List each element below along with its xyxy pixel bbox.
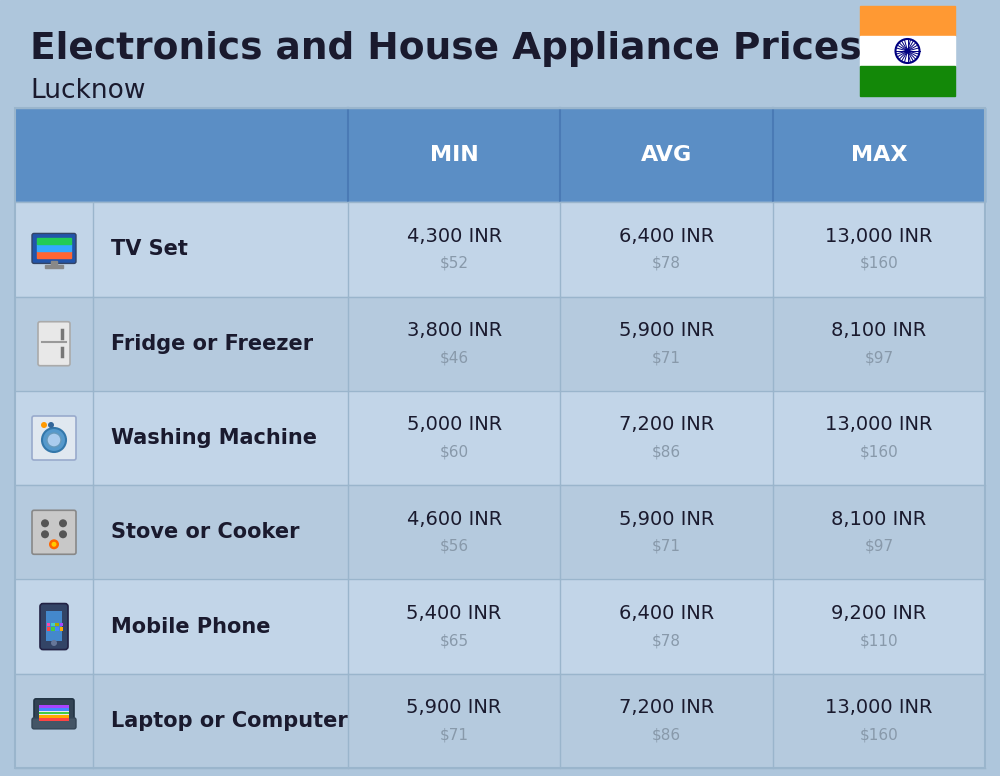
Text: Stove or Cooker: Stove or Cooker <box>111 522 300 542</box>
Bar <box>15 296 985 391</box>
Text: $160: $160 <box>859 727 898 743</box>
Circle shape <box>906 49 910 53</box>
Circle shape <box>59 519 67 527</box>
Text: $56: $56 <box>440 539 469 554</box>
Text: Fridge or Freezer: Fridge or Freezer <box>111 334 313 354</box>
Text: Washing Machine: Washing Machine <box>111 428 317 448</box>
Text: $52: $52 <box>440 256 469 271</box>
Bar <box>15 674 985 768</box>
Text: $86: $86 <box>652 445 681 459</box>
Bar <box>39 705 69 721</box>
FancyBboxPatch shape <box>32 416 76 460</box>
FancyBboxPatch shape <box>32 511 76 554</box>
Text: 8,100 INR: 8,100 INR <box>831 510 926 528</box>
Bar <box>15 108 985 768</box>
FancyBboxPatch shape <box>32 234 76 263</box>
Text: $78: $78 <box>652 633 681 648</box>
Bar <box>860 6 955 36</box>
Circle shape <box>49 539 59 549</box>
Text: 5,900 INR: 5,900 INR <box>406 698 502 717</box>
Text: MAX: MAX <box>851 145 907 165</box>
Circle shape <box>52 542 56 547</box>
Text: 5,400 INR: 5,400 INR <box>406 604 502 623</box>
Bar <box>15 580 985 674</box>
Bar <box>39 705 69 708</box>
Text: Electronics and House Appliance Prices: Electronics and House Appliance Prices <box>30 31 862 67</box>
Text: 7,200 INR: 7,200 INR <box>619 698 714 717</box>
Bar <box>55 627 59 631</box>
Circle shape <box>51 640 57 646</box>
Bar <box>46 611 62 640</box>
Bar <box>15 203 985 296</box>
Bar <box>39 712 69 715</box>
Bar <box>37 244 71 251</box>
Text: 3,800 INR: 3,800 INR <box>407 321 502 340</box>
Text: 4,600 INR: 4,600 INR <box>407 510 502 528</box>
Text: 13,000 INR: 13,000 INR <box>825 415 933 435</box>
Text: $97: $97 <box>864 539 893 554</box>
Bar <box>39 708 69 712</box>
Text: MIN: MIN <box>430 145 479 165</box>
Text: 6,400 INR: 6,400 INR <box>619 227 714 246</box>
Bar <box>45 265 63 268</box>
Text: $78: $78 <box>652 256 681 271</box>
Circle shape <box>41 519 49 527</box>
Circle shape <box>42 428 66 452</box>
Bar <box>39 718 69 721</box>
Text: 13,000 INR: 13,000 INR <box>825 698 933 717</box>
Bar <box>60 627 63 631</box>
Bar <box>860 66 955 96</box>
Bar <box>15 108 985 203</box>
Circle shape <box>41 530 49 539</box>
Bar <box>51 262 57 266</box>
Text: 7,200 INR: 7,200 INR <box>619 415 714 435</box>
Text: $110: $110 <box>860 633 898 648</box>
FancyBboxPatch shape <box>40 604 68 650</box>
Bar <box>47 623 50 626</box>
FancyBboxPatch shape <box>34 699 74 725</box>
Text: $71: $71 <box>652 350 681 365</box>
Bar <box>15 485 985 580</box>
Text: 4,300 INR: 4,300 INR <box>407 227 502 246</box>
Text: $160: $160 <box>859 256 898 271</box>
Text: $60: $60 <box>440 445 469 459</box>
Text: 9,200 INR: 9,200 INR <box>831 604 926 623</box>
Bar <box>39 715 69 718</box>
Text: $86: $86 <box>652 727 681 743</box>
Bar <box>860 36 955 66</box>
Text: $71: $71 <box>652 539 681 554</box>
Text: Mobile Phone: Mobile Phone <box>111 617 270 636</box>
Bar <box>37 238 71 244</box>
Text: 5,900 INR: 5,900 INR <box>619 510 714 528</box>
Text: 13,000 INR: 13,000 INR <box>825 227 933 246</box>
Circle shape <box>59 530 67 539</box>
Circle shape <box>41 422 47 428</box>
Text: AVG: AVG <box>641 145 692 165</box>
Bar <box>47 627 50 631</box>
Circle shape <box>48 422 54 428</box>
Circle shape <box>47 433 61 447</box>
Bar <box>51 627 55 631</box>
Text: $71: $71 <box>440 727 469 743</box>
Bar <box>51 623 55 626</box>
Text: $97: $97 <box>864 350 893 365</box>
FancyBboxPatch shape <box>32 718 76 729</box>
Text: 6,400 INR: 6,400 INR <box>619 604 714 623</box>
FancyBboxPatch shape <box>38 322 70 365</box>
Text: TV Set: TV Set <box>111 240 188 259</box>
Bar <box>60 623 63 626</box>
Text: Lucknow: Lucknow <box>30 78 146 104</box>
Text: 5,000 INR: 5,000 INR <box>407 415 502 435</box>
Bar <box>37 251 71 258</box>
Text: $160: $160 <box>859 445 898 459</box>
Text: 8,100 INR: 8,100 INR <box>831 321 926 340</box>
Bar <box>15 391 985 485</box>
Text: 5,900 INR: 5,900 INR <box>619 321 714 340</box>
Text: $65: $65 <box>440 633 469 648</box>
Bar <box>55 623 59 626</box>
Text: Laptop or Computer: Laptop or Computer <box>111 711 348 731</box>
Text: $46: $46 <box>440 350 469 365</box>
